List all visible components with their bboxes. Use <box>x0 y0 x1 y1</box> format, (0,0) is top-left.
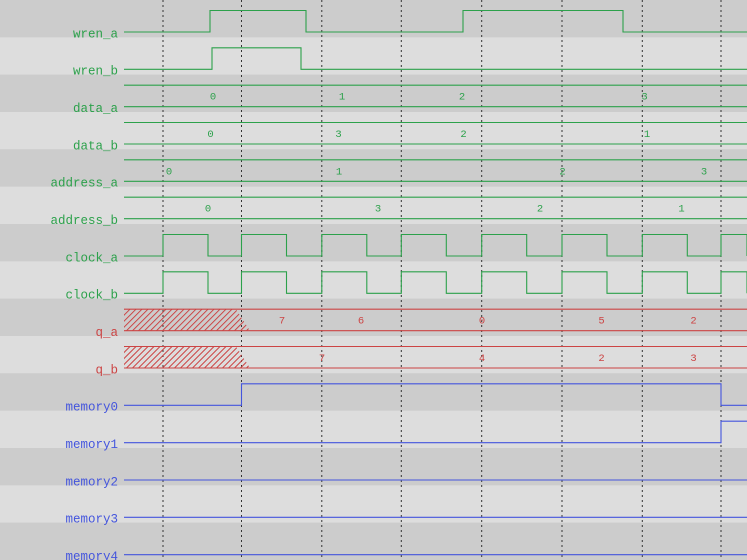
svg-text:0: 0 <box>210 92 216 104</box>
svg-text:3: 3 <box>335 129 341 141</box>
svg-text:memory4: memory4 <box>65 550 118 560</box>
svg-text:clock_a: clock_a <box>65 251 118 265</box>
svg-text:2: 2 <box>460 129 466 141</box>
svg-text:wren_a: wren_a <box>73 27 119 41</box>
svg-text:3: 3 <box>690 353 696 365</box>
svg-text:wren_b: wren_b <box>73 65 118 79</box>
svg-text:memory3: memory3 <box>65 513 118 527</box>
svg-text:1: 1 <box>339 92 345 104</box>
svg-text:7: 7 <box>279 316 285 328</box>
svg-text:1: 1 <box>678 204 684 216</box>
svg-text:memory1: memory1 <box>65 438 118 452</box>
svg-text:data_b: data_b <box>73 139 118 153</box>
svg-text:address_a: address_a <box>50 177 118 191</box>
svg-text:3: 3 <box>375 204 381 216</box>
svg-text:6: 6 <box>358 316 364 328</box>
svg-text:5: 5 <box>598 316 604 328</box>
svg-text:0: 0 <box>205 204 211 216</box>
svg-text:3: 3 <box>701 166 707 178</box>
svg-text:address_b: address_b <box>50 214 118 228</box>
svg-text:clock_b: clock_b <box>65 289 118 303</box>
svg-text:memory0: memory0 <box>65 401 118 415</box>
svg-text:1: 1 <box>336 166 342 178</box>
svg-text:0: 0 <box>479 316 485 328</box>
svg-text:0: 0 <box>207 129 213 141</box>
svg-text:0: 0 <box>166 166 172 178</box>
svg-text:data_a: data_a <box>73 102 119 116</box>
svg-text:q_b: q_b <box>95 363 118 377</box>
svg-text:q_a: q_a <box>95 326 118 340</box>
svg-text:2: 2 <box>690 316 696 328</box>
svg-text:2: 2 <box>559 166 565 178</box>
svg-text:4: 4 <box>479 353 485 365</box>
svg-text:2: 2 <box>598 353 604 365</box>
svg-text:2: 2 <box>459 92 465 104</box>
svg-text:memory2: memory2 <box>65 475 118 489</box>
svg-text:7: 7 <box>319 353 325 365</box>
svg-text:1: 1 <box>644 129 650 141</box>
svg-text:3: 3 <box>641 92 647 104</box>
svg-text:2: 2 <box>537 204 543 216</box>
